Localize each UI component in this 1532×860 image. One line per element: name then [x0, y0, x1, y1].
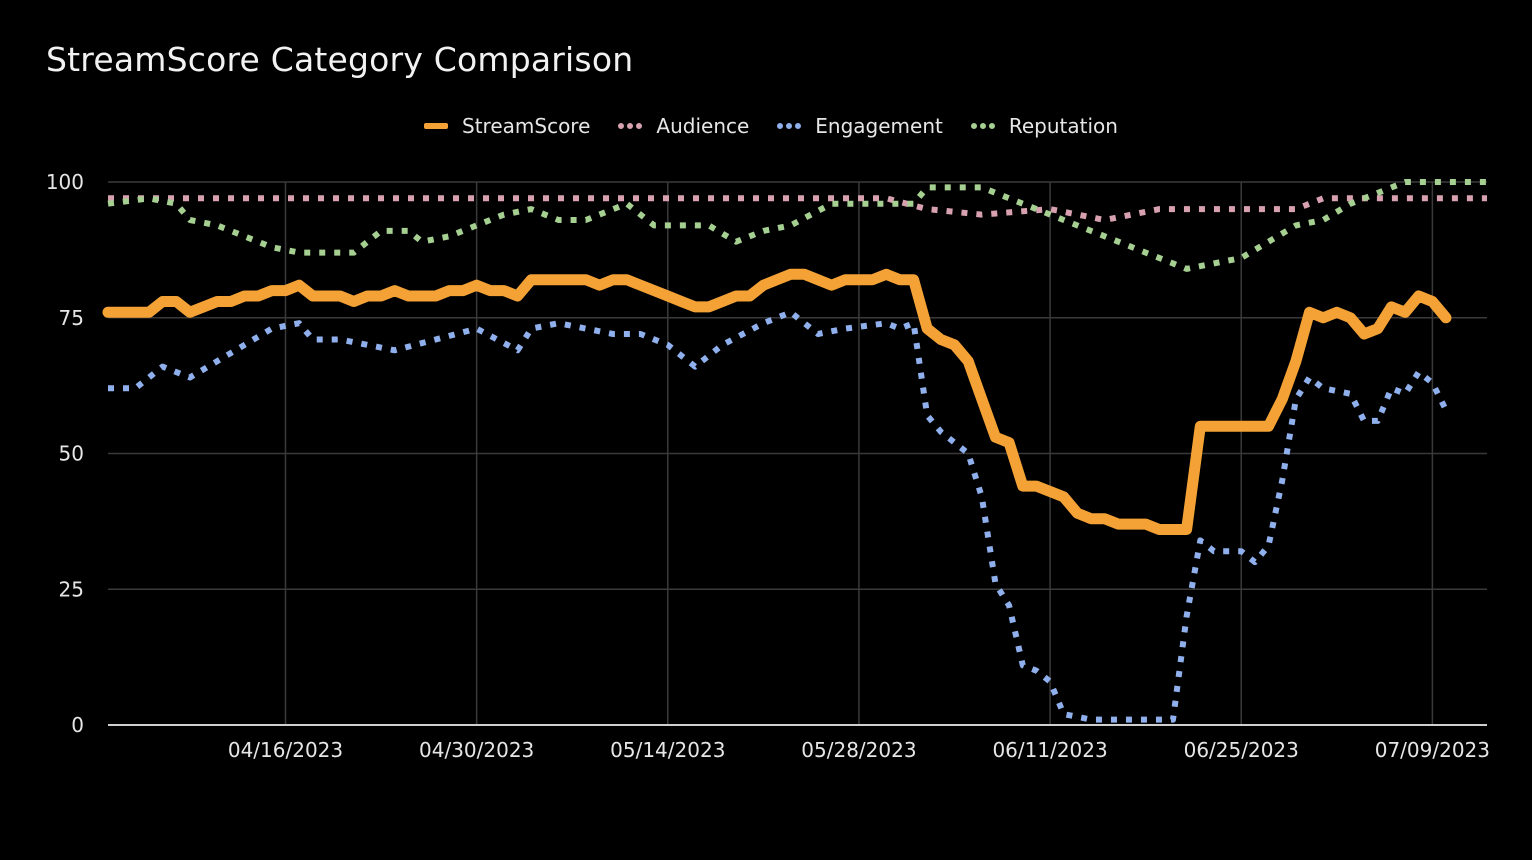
x-tick-label: 06/25/2023	[1184, 738, 1299, 762]
chart-legend: StreamScore Audience Engagement Reputati…	[0, 114, 1532, 138]
x-tick-label: 04/30/2023	[419, 738, 534, 762]
legend-swatch-streamscore	[424, 123, 449, 129]
y-tick-label: 100	[46, 170, 84, 194]
x-tick-label: 05/14/2023	[610, 738, 725, 762]
legend-label-audience: Audience	[656, 114, 750, 138]
series-line-engagement[interactable]	[108, 309, 1449, 723]
series-line-streamscore[interactable]	[102, 268, 1452, 535]
legend-item-engagement[interactable]: Engagement	[777, 114, 943, 138]
legend-item-reputation[interactable]: Reputation	[970, 114, 1118, 138]
series-line-reputation[interactable]	[107, 179, 1487, 272]
legend-label-engagement: Engagement	[815, 114, 943, 138]
x-axis-ticks: 04/16/2023 04/30/2023 05/14/2023 05/28/2023…	[228, 738, 1490, 762]
chart-title: StreamScore Category Comparison	[46, 40, 634, 79]
legend-swatch-audience	[618, 123, 643, 129]
x-tick-label: 04/16/2023	[228, 738, 343, 762]
x-tick-label: 07/09/2023	[1375, 738, 1490, 762]
y-tick-label: 0	[71, 713, 84, 737]
series-lines	[102, 179, 1487, 723]
x-tick-label: 06/11/2023	[992, 738, 1107, 762]
gridlines	[108, 181, 1487, 725]
legend-swatch-engagement	[777, 123, 802, 129]
legend-label-reputation: Reputation	[1008, 114, 1118, 138]
y-axis-ticks: 0 25 50 75 100	[46, 170, 84, 737]
y-tick-label: 25	[59, 577, 84, 601]
y-tick-label: 75	[59, 306, 84, 330]
legend-label-streamscore: StreamScore	[462, 114, 591, 138]
y-tick-label: 50	[59, 442, 84, 466]
x-tick-label: 05/28/2023	[801, 738, 916, 762]
legend-item-audience[interactable]: Audience	[618, 114, 749, 138]
legend-item-streamscore[interactable]: StreamScore	[424, 114, 590, 138]
legend-swatch-reputation	[970, 123, 995, 129]
series-line-audience[interactable]	[108, 195, 1487, 223]
